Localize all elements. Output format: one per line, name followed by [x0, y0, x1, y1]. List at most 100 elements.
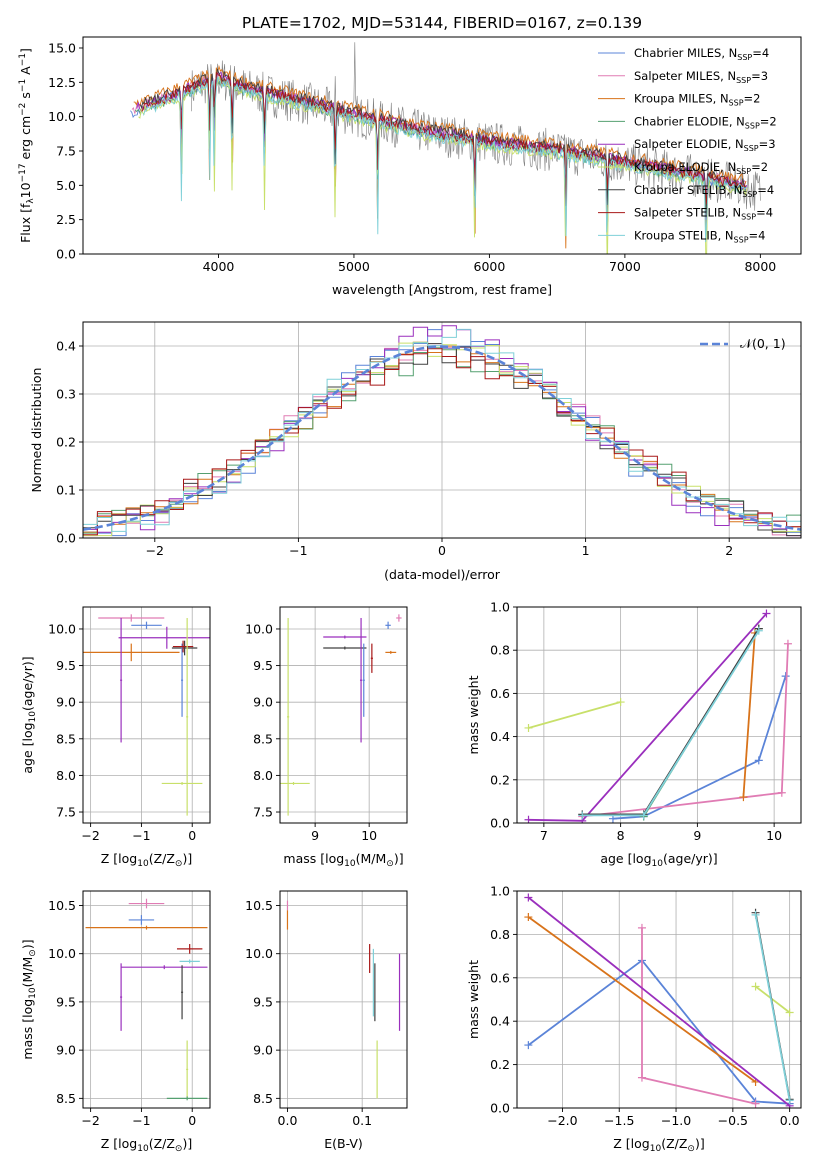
mass-EBV-panel-xtick-label: 0.1 [352, 1113, 372, 1128]
mass-Z-panel-xlabel-part: (Z/Z [149, 1136, 175, 1151]
residual-panel-ytick-label: 0.4 [56, 339, 76, 354]
mass-weight-marker [524, 1041, 533, 1050]
legend-entry-part: Chabrier MILES, N [634, 46, 737, 60]
mass-EBV-panel-ytick-label: 9.5 [253, 994, 273, 1009]
mw-age-panel-xtick-label: 10 [766, 828, 782, 843]
legend-entry-part: =2 [751, 160, 768, 174]
legend-entry-part: SSP [745, 121, 760, 130]
mass-Z-panel: −2 −1 08.59.09.510.010.5Z [log10(Z/Z⊙)]mas… [20, 890, 211, 1154]
mw-Z-panel: −2.0 −1.5 −1.0 −0.5 0.0 0.0 0.2 0.4 0.6 0.8 1.0 Z [… [466, 884, 802, 1154]
mass-weight-marker [578, 811, 587, 820]
mw-age-panel-ytick-label: 0.2 [490, 772, 510, 787]
legend-entry-part: =3 [751, 69, 768, 83]
legend-entry-part: Chabrier ELODIE, N [634, 114, 745, 128]
mass-EBV-panel-ytick-label: 10.5 [245, 898, 273, 913]
legend-entry-part: SSP [736, 76, 751, 85]
mass-weight-line [742, 632, 756, 798]
mw-age-panel-xtick-label: 8 [617, 828, 625, 843]
age-Z-panel-xlabel-part: ⊙ [175, 859, 183, 869]
mass-Z-panel-xtick-label: −2 [81, 1113, 99, 1128]
mw-Z-panel-ytick-label: 0.4 [490, 1014, 510, 1029]
age-mass-panel-xtick-label: 10 [361, 828, 377, 843]
mass-weight-marker [751, 910, 760, 919]
mw-Z-panel-ytick-label: 0.0 [490, 1101, 510, 1116]
spectrum-ylabel-part: −17 [18, 163, 28, 182]
mass-Z-panel-ylabel-part: )] [20, 939, 35, 949]
legend-entry-part: =2 [744, 92, 761, 106]
mw-Z-panel-xtick-label: −1.5 [604, 1113, 634, 1128]
spectrum-panel-ytick-label: 7.5 [56, 143, 76, 158]
mass-weight-marker [762, 609, 771, 618]
mw-age-panel-xlabel: age [log10(age/yr)] [600, 851, 717, 869]
age-mass-panel-xlabel-part: 10 [344, 859, 356, 869]
age-mass-panel-ytick-label: 8.0 [253, 768, 273, 783]
legend-entry: Salpeter ELODIE, NSSP=3 [634, 137, 776, 153]
mass-EBV-panel-ytick-label: 8.5 [253, 1091, 273, 1106]
mw-age-panel-ytick-label: 0.6 [490, 686, 510, 701]
figure-title: PLATE=1702, MJD=53144, FIBERID=0167, z=0… [242, 14, 642, 32]
age-mass-panel-frame [279, 606, 408, 824]
mass-Z-panel-ylabel-part: (M/M [20, 957, 35, 988]
mw-Z-panel-xlabel-part: Z [log [613, 1136, 649, 1151]
mass-weight-marker [783, 639, 792, 648]
legend-entry-part: =4 [757, 183, 774, 197]
spectrum-panel-ytick-label: 12.5 [48, 75, 76, 90]
spectrum-panel-ytick-label: 2.5 [56, 212, 76, 227]
mw-age-panel-ylabel: mass weight [466, 675, 481, 754]
mass-Z-panel-ytick-label: 10.5 [48, 898, 76, 913]
mass-weight-marker [524, 723, 533, 732]
mw-Z-panel-ytick-label: 0.2 [490, 1057, 510, 1072]
mass-Z-panel-ylabel: mass [log10(M/M⊙)] [20, 939, 38, 1059]
age-Z-panel-ylabel-part: (age/yr)] [20, 656, 35, 711]
mw-Z-panel-xlabel-part: 10 [650, 1144, 662, 1154]
spectrum-panel-xtick-label: 5000 [338, 259, 370, 274]
spectrum-model-line [142, 76, 747, 243]
mw-Z-panel-xlabel: Z [log10(Z/Z⊙)] [613, 1136, 704, 1154]
mass-Z-panel-ylabel-part: mass [log [20, 999, 35, 1060]
mass-weight-marker [785, 1008, 794, 1017]
mw-age-panel-xlabel-part: 10 [652, 859, 664, 869]
spectrum-xlabel: wavelength [Angstrom, rest frame] [332, 282, 552, 297]
residual-panel-plot-area [83, 325, 801, 537]
spectrum-ylabel-part: erg cm [18, 116, 33, 164]
mass-Z-panel-xlabel-part: )] [182, 1136, 192, 1151]
mw-age-panel-frame [516, 606, 802, 824]
mw-age-panel-plot-area [524, 609, 792, 823]
mass-EBV-panel-xlabel: E(B-V) [324, 1136, 363, 1151]
mass-Z-panel-ytick-label: 9.0 [56, 1043, 76, 1058]
age-Z-panel-xlabel-part: 10 [137, 859, 149, 869]
legend-entry-part: Salpeter MILES, N [634, 69, 736, 83]
mass-weight-marker [785, 1096, 794, 1105]
residual-panel-xtick-label: 0 [438, 543, 446, 558]
age-Z-panel-xtick-label: 0 [188, 828, 196, 843]
mass-weight-line [528, 701, 621, 729]
mw-age-panel-ytick-label: 1.0 [490, 600, 510, 615]
mw-age-panel-xlabel-part: (age/yr)] [663, 851, 718, 866]
mw-Z-panel-ylabel: mass weight [466, 960, 481, 1039]
age-Z-panel-ytick-label: 8.5 [56, 731, 76, 746]
mw-Z-panel-ytick-label: 0.8 [490, 927, 510, 942]
age-Z-panel-xlabel-part: Z [log [101, 851, 137, 866]
spectrum-ylabel-part: A [18, 66, 33, 79]
spectrum-panel-ytick-label: 10.0 [48, 109, 76, 124]
spectrum-panel-ytick-label: 0.0 [56, 247, 76, 262]
mass-weight-marker [637, 1073, 646, 1082]
age-Z-panel-ytick-label: 9.5 [56, 658, 76, 673]
mass-weight-marker [777, 788, 786, 797]
mass-EBV-panel-plot-area [286, 900, 401, 1099]
legend-entry-part: SSP [744, 144, 759, 153]
residual-panel-xtick-label: 2 [725, 543, 733, 558]
residual-panel-xtick-label: −2 [146, 543, 164, 558]
mw-age-panel-xtick-label: 9 [693, 828, 701, 843]
mass-Z-panel-ytick-label: 9.5 [56, 994, 76, 1009]
age-Z-panel-plot-area [83, 614, 210, 816]
mw-age-panel-ytick-label: 0.4 [490, 729, 510, 744]
age-Z-panel-ylabel-part: age [log [20, 722, 35, 773]
legend-entry-part: SSP [741, 213, 756, 222]
legend-entry: Kroupa ELODIE, NSSP=2 [634, 160, 768, 176]
mw-Z-panel-xtick-label: −0.5 [718, 1113, 748, 1128]
mw-age-panel-ytick-label: 0.0 [490, 816, 510, 831]
mass-weight-marker [754, 756, 763, 765]
spectrum-panel-ytick-label: 5.0 [56, 178, 76, 193]
